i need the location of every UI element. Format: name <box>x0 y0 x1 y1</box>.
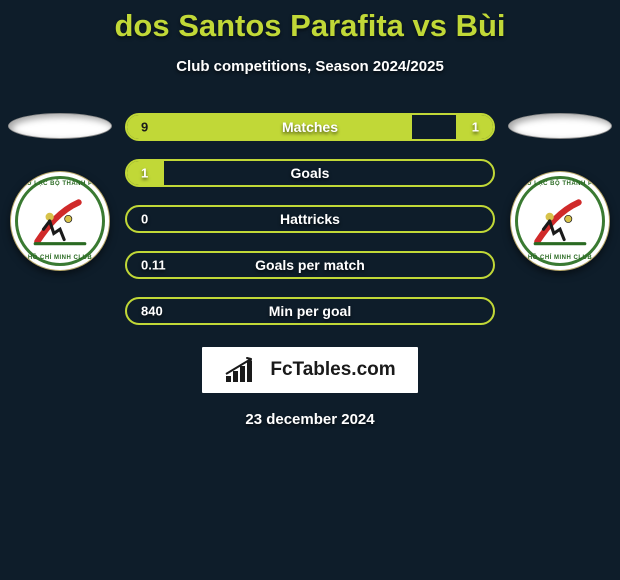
club-logo-icon <box>529 190 591 252</box>
date-label: 23 december 2024 <box>0 411 620 428</box>
stat-row: Goals per match0.11 <box>125 251 495 279</box>
club-badge-right: CÂU LẠC BỘ THÀNH PHỐ HỒ CHÍ MINH CLUB <box>510 171 610 271</box>
page-title: dos Santos Parafita vs Bùi <box>0 0 620 44</box>
page-subtitle: Club competitions, Season 2024/2025 <box>0 58 620 75</box>
stat-label: Goals <box>127 165 493 181</box>
player-silhouette-right <box>508 113 612 139</box>
player-silhouette-left <box>8 113 112 139</box>
stat-label: Goals per match <box>127 257 493 273</box>
comparison-panel: CÂU LẠC BỘ THÀNH PHỐ HỒ CHÍ MINH CLUB CÂ… <box>0 113 620 428</box>
stat-row: Goals1 <box>125 159 495 187</box>
stat-row: Min per goal840 <box>125 297 495 325</box>
stat-row: Hattricks0 <box>125 205 495 233</box>
club-badge-top-text: CÂU LẠC BỘ THÀNH PHỐ <box>11 181 109 187</box>
stat-label: Hattricks <box>127 211 493 227</box>
stat-fill-left <box>127 115 412 139</box>
branding-text: FcTables.com <box>270 359 395 381</box>
stat-value-left: 0.11 <box>141 258 166 273</box>
branding-badge: FcTables.com <box>202 347 418 393</box>
stat-fill-right <box>456 115 493 139</box>
stats-list: Matches91 Goals1 Hattricks0 Goals per match… <box>125 113 495 325</box>
player-left-column: CÂU LẠC BỘ THÀNH PHỐ HỒ CHÍ MINH CLUB <box>0 113 120 271</box>
player-right-column: CÂU LẠC BỘ THÀNH PHỐ HỒ CHÍ MINH CLUB <box>500 113 620 271</box>
stat-fill-left <box>127 161 164 185</box>
club-badge-left: CÂU LẠC BỘ THÀNH PHỐ HỒ CHÍ MINH CLUB <box>10 171 110 271</box>
stat-value-left: 0 <box>141 212 148 227</box>
club-badge-bottom-text: HỒ CHÍ MINH CLUB <box>11 255 109 261</box>
stat-label: Min per goal <box>127 303 493 319</box>
stat-row: Matches91 <box>125 113 495 141</box>
stat-value-left: 840 <box>141 304 163 319</box>
club-badge-bottom-text: HỒ CHÍ MINH CLUB <box>511 255 609 261</box>
club-logo-icon <box>29 190 91 252</box>
club-badge-top-text: CÂU LẠC BỘ THÀNH PHỐ <box>511 181 609 187</box>
fctables-logo-icon <box>224 356 264 384</box>
